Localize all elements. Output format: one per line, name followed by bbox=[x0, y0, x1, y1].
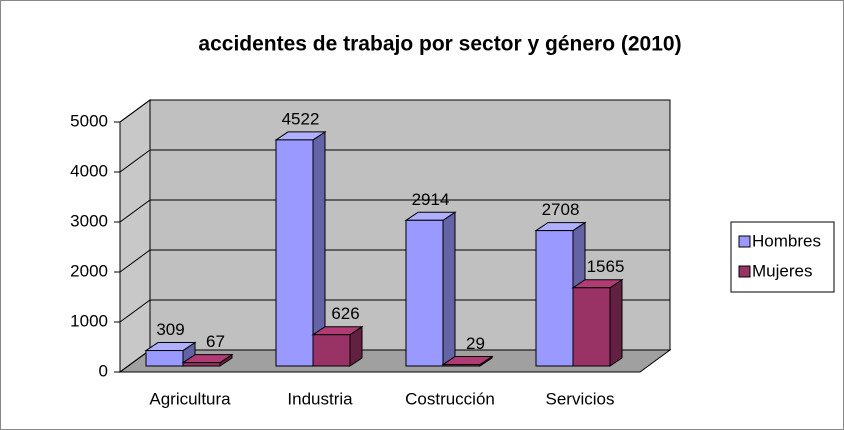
bar bbox=[275, 139, 314, 367]
y-tick-label: 1000 bbox=[70, 311, 108, 330]
legend-swatch bbox=[738, 235, 751, 248]
x-tick-label: Industria bbox=[287, 389, 353, 408]
legend-box bbox=[730, 221, 835, 293]
y-tick-label: 5000 bbox=[70, 111, 108, 130]
bar bbox=[572, 287, 611, 367]
grid-line bbox=[119, 149, 670, 173]
grid-line bbox=[119, 199, 670, 223]
data-label: 4522 bbox=[282, 109, 320, 128]
y-tick-label: 4000 bbox=[70, 161, 108, 180]
legend-label: Mujeres bbox=[752, 261, 812, 280]
grid-line bbox=[119, 249, 670, 273]
data-label: 2708 bbox=[542, 200, 580, 219]
data-label: 2914 bbox=[412, 190, 450, 209]
data-label: 29 bbox=[466, 334, 485, 353]
x-tick-label: Costrucción bbox=[405, 389, 495, 408]
y-tick-label: 2000 bbox=[70, 261, 108, 280]
bar bbox=[182, 362, 221, 367]
bar bbox=[442, 364, 481, 367]
bar bbox=[405, 219, 444, 367]
y-tick-label: 0 bbox=[99, 361, 108, 380]
bar bbox=[145, 350, 184, 367]
data-label: 309 bbox=[156, 320, 184, 339]
data-label: 626 bbox=[331, 304, 359, 323]
bar-side bbox=[609, 278, 623, 367]
side-wall bbox=[119, 99, 151, 373]
legend-label: Hombres bbox=[752, 231, 821, 250]
bar-side bbox=[442, 211, 456, 367]
grid-line bbox=[119, 99, 670, 123]
grid-line bbox=[119, 299, 670, 323]
x-tick-label: Agricultura bbox=[149, 389, 231, 408]
y-tick-label: 3000 bbox=[70, 211, 108, 230]
data-label: 67 bbox=[206, 332, 225, 351]
x-tick-label: Servicios bbox=[546, 389, 615, 408]
legend-swatch bbox=[738, 265, 751, 278]
chart-title: accidentes de trabajo por sector y géner… bbox=[198, 33, 681, 56]
data-label: 1565 bbox=[587, 257, 625, 276]
bar bbox=[535, 230, 574, 367]
bar bbox=[312, 334, 351, 367]
